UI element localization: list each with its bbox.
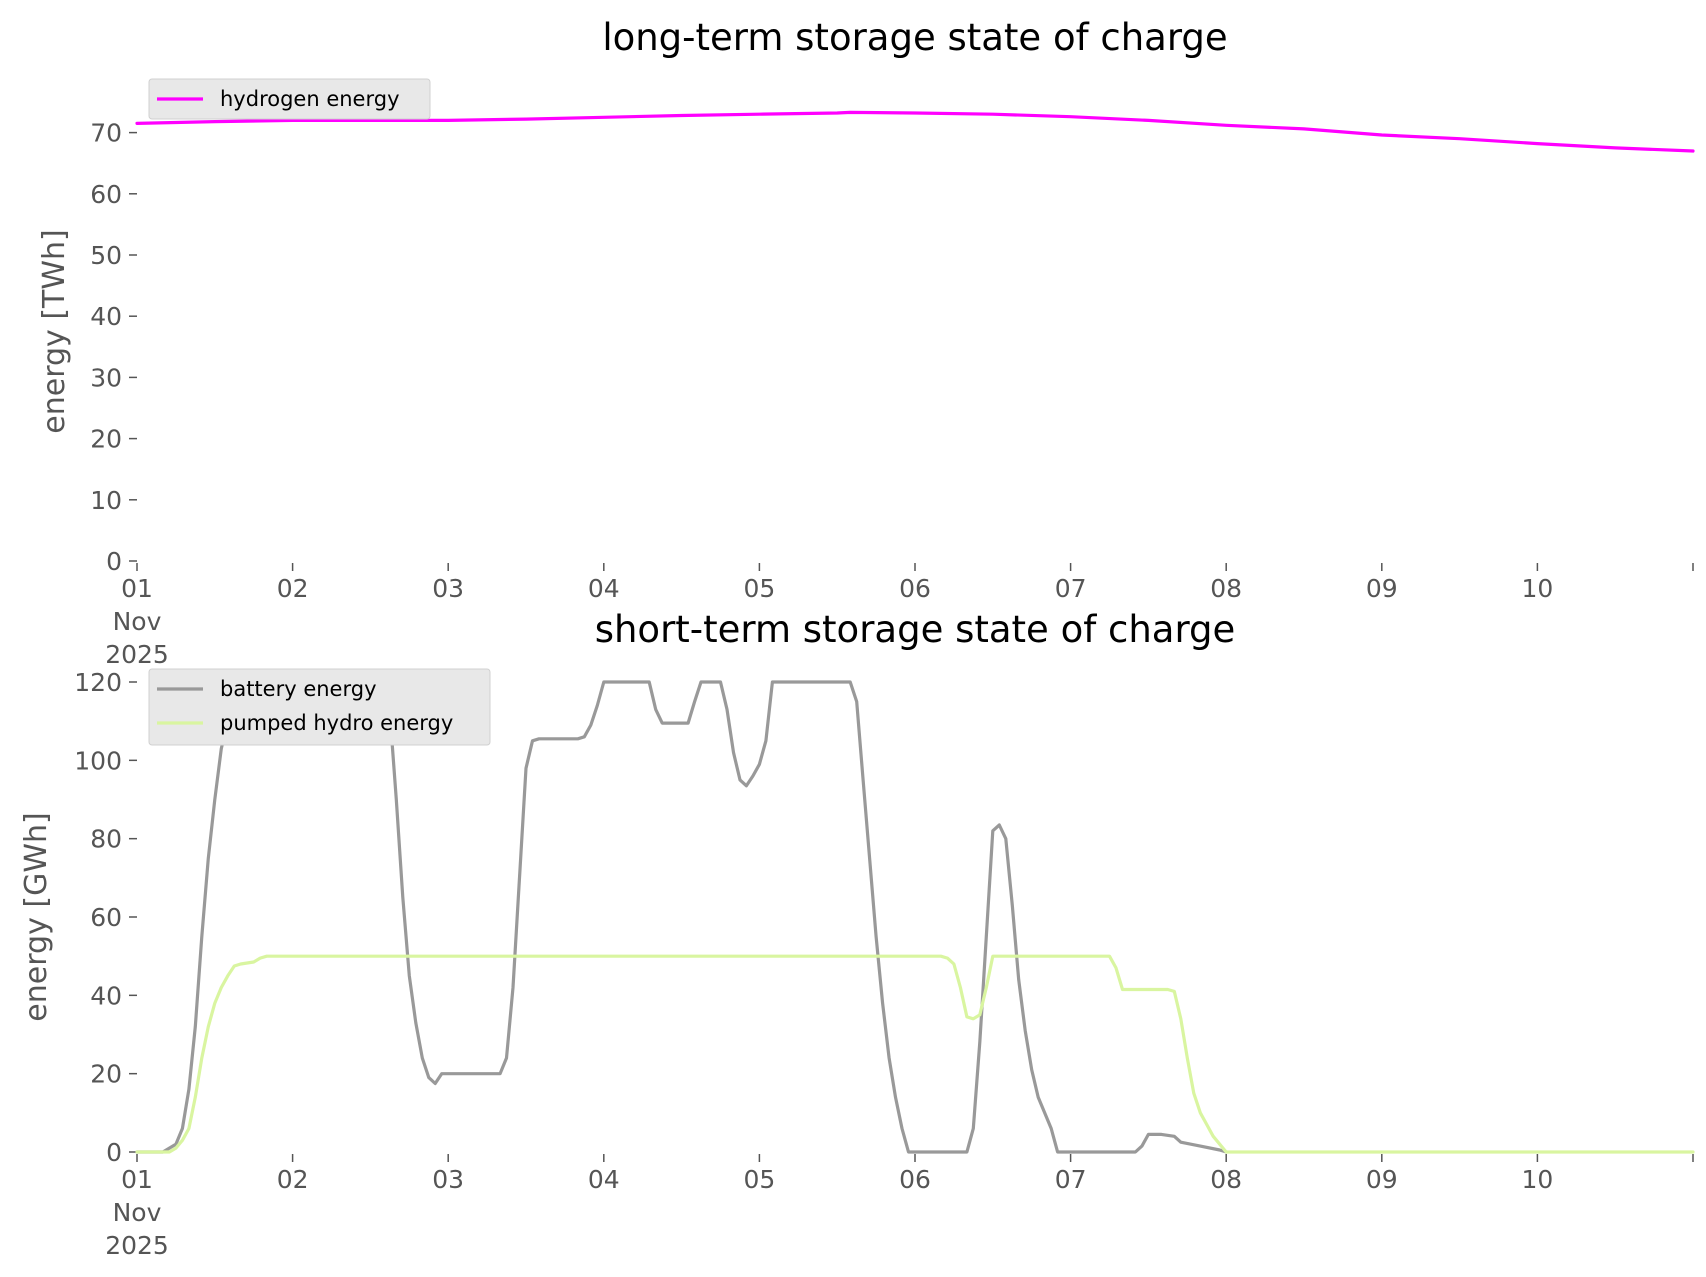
x-tick-label: 02 [277, 1165, 309, 1194]
y-tick-label: 0 [106, 547, 122, 576]
y-tick-label: 50 [90, 241, 122, 270]
chart-title: short-term storage state of charge [595, 608, 1236, 651]
x-tick-label: 05 [743, 1165, 775, 1194]
x-tick-label-line: 04 [588, 574, 620, 603]
x-tick-label-line: 2025 [105, 640, 169, 669]
legend-box [148, 78, 431, 120]
x-tick-label-line: 07 [1055, 1165, 1087, 1194]
y-tick-label: 0 [106, 1138, 122, 1167]
x-tick-label: 04 [588, 574, 620, 603]
x-tick-label: 08 [1210, 574, 1242, 603]
x-tick-label: 07 [1055, 574, 1087, 603]
x-tick-label: 03 [432, 1165, 464, 1194]
y-tick-label: 40 [90, 981, 122, 1010]
x-tick-label-line: 04 [588, 1165, 620, 1194]
legend-box [148, 668, 491, 746]
x-tick-label: 10 [1521, 574, 1553, 603]
x-tick-label-line: 03 [432, 574, 464, 603]
y-axis-label: energy [GWh] [19, 812, 54, 1021]
x-tick-label-line: Nov [113, 1198, 162, 1227]
x-tick-label: 06 [899, 574, 931, 603]
legend-label: pumped hydro energy [220, 711, 453, 735]
series-line-1 [135, 680, 1228, 1154]
x-tick-label: 01 Nov 2025 [105, 574, 169, 669]
x-tick-label: 10 [1521, 1165, 1553, 1194]
x-tick-label-line: 06 [899, 574, 931, 603]
legend-label: battery energy [220, 677, 377, 701]
legend: hydrogen energy [148, 78, 431, 120]
x-tick-label: 07 [1055, 1165, 1087, 1194]
y-tick-label: 80 [90, 825, 122, 854]
series-line-2 [135, 954, 1695, 1154]
y-tick-label: 60 [90, 180, 122, 209]
x-tick-label-line: 05 [743, 1165, 775, 1194]
x-tick-label: 02 [277, 574, 309, 603]
y-tick-label: 10 [90, 486, 122, 515]
legend-label: hydrogen energy [220, 87, 400, 111]
x-tick-label: 09 [1366, 574, 1398, 603]
x-tick-label-line: 08 [1210, 1165, 1242, 1194]
y-tick-label: 30 [90, 363, 122, 392]
chart-panel-2: short-term storage state of charge energy… [19, 608, 1695, 1260]
y-tick-label: 40 [90, 302, 122, 331]
x-tick-label: 04 [588, 1165, 620, 1194]
y-tick-label: 100 [74, 746, 122, 775]
y-tick-label: 70 [90, 119, 122, 148]
x-tick-label-line: 09 [1366, 574, 1398, 603]
y-tick-label: 20 [90, 425, 122, 454]
x-tick-label-line: 03 [432, 1165, 464, 1194]
x-tick-label-line: 02 [277, 1165, 309, 1194]
x-tick-label-line: 2025 [105, 1231, 169, 1260]
x-tick-label-line: 08 [1210, 574, 1242, 603]
y-tick-label: 20 [90, 1060, 122, 1089]
x-tick-label-line: 05 [743, 574, 775, 603]
series-line-1 [135, 110, 1695, 153]
x-tick-label: 05 [743, 574, 775, 603]
x-tick-label-line: 06 [899, 1165, 931, 1194]
x-tick-label-line: 10 [1521, 574, 1553, 603]
x-tick-label: 03 [432, 574, 464, 603]
legend: battery energy pumped hydro energy [148, 668, 491, 746]
x-tick-label-line: Nov [113, 607, 162, 636]
x-tick-label: 08 [1210, 1165, 1242, 1194]
y-tick-label: 60 [90, 903, 122, 932]
x-tick-label: 06 [899, 1165, 931, 1194]
x-tick-label-line: 02 [277, 574, 309, 603]
x-tick-label-line: 09 [1366, 1165, 1398, 1194]
chart-panel-1: long-term storage state of charge energy … [37, 16, 1695, 669]
x-tick-label-line: 10 [1521, 1165, 1553, 1194]
x-tick-label: 09 [1366, 1165, 1398, 1194]
chart-title: long-term storage state of charge [602, 16, 1227, 59]
y-axis-label: energy [TWh] [37, 229, 72, 433]
x-tick-label-line: 07 [1055, 574, 1087, 603]
x-tick-label: 01 Nov 2025 [105, 1165, 169, 1260]
y-tick-label: 120 [74, 668, 122, 697]
x-tick-label-line: 01 [121, 1165, 153, 1194]
x-tick-label-line: 01 [121, 574, 153, 603]
